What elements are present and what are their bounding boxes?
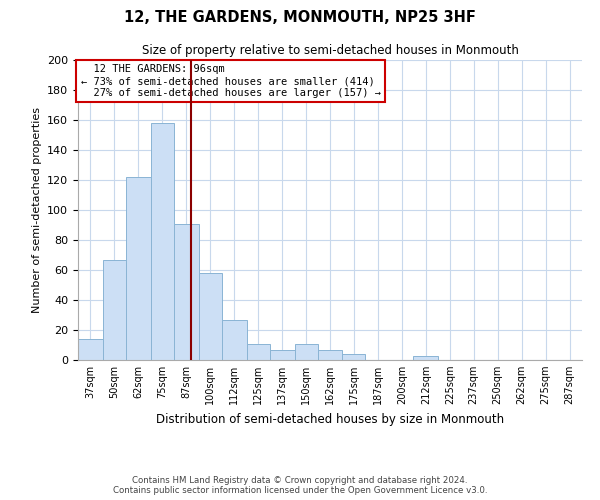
Bar: [151, 123, 174, 360]
Bar: [222, 320, 247, 360]
Text: 12 THE GARDENS: 96sqm
← 73% of semi-detached houses are smaller (414)
  27% of s: 12 THE GARDENS: 96sqm ← 73% of semi-deta…: [80, 64, 380, 98]
Bar: [317, 350, 343, 360]
Bar: [126, 177, 151, 360]
Bar: [413, 356, 438, 360]
Bar: [78, 339, 103, 360]
Bar: [295, 344, 317, 360]
Y-axis label: Number of semi-detached properties: Number of semi-detached properties: [32, 107, 41, 313]
Bar: [103, 260, 126, 360]
Title: Size of property relative to semi-detached houses in Monmouth: Size of property relative to semi-detach…: [142, 44, 518, 58]
Bar: [174, 224, 199, 360]
Text: 12, THE GARDENS, MONMOUTH, NP25 3HF: 12, THE GARDENS, MONMOUTH, NP25 3HF: [124, 10, 476, 25]
Bar: [269, 350, 295, 360]
Bar: [199, 273, 222, 360]
X-axis label: Distribution of semi-detached houses by size in Monmouth: Distribution of semi-detached houses by …: [156, 412, 504, 426]
Bar: [247, 344, 269, 360]
Text: Contains HM Land Registry data © Crown copyright and database right 2024.
Contai: Contains HM Land Registry data © Crown c…: [113, 476, 487, 495]
Bar: [343, 354, 365, 360]
